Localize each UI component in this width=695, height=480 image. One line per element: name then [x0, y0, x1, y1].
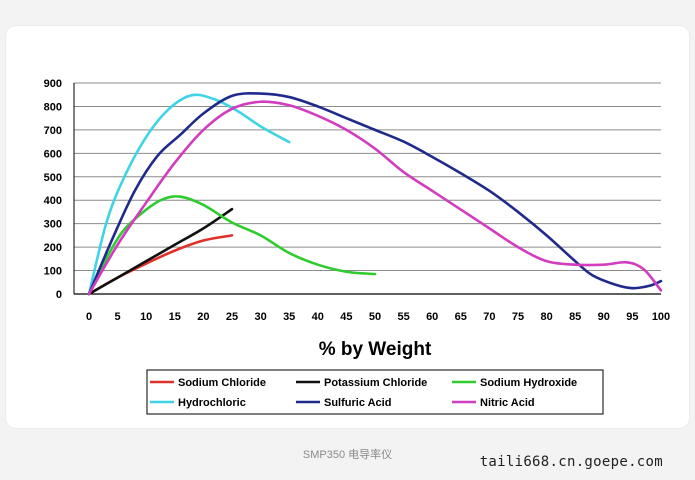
- legend-label-sulfuric-acid: Sulfuric Acid: [324, 397, 391, 409]
- x-tick-label: 10: [140, 311, 152, 323]
- x-tick-label: 25: [226, 311, 238, 323]
- x-tick-label: 45: [340, 311, 352, 323]
- x-tick-label: 55: [397, 311, 409, 323]
- x-tick-label: 30: [254, 311, 266, 323]
- legend-label-sodium-chloride: Sodium Chloride: [178, 377, 266, 389]
- x-tick-label: 5: [115, 311, 121, 323]
- series-line-sulfuric-acid: [87, 92, 663, 296]
- y-tick-label: 200: [44, 242, 62, 254]
- legend-label-nitric-acid: Nitric Acid: [480, 397, 535, 409]
- legend-label-sodium-hydroxide: Sodium Hydroxide: [480, 377, 577, 389]
- series-layer: [87, 92, 663, 296]
- x-tick-label: 35: [283, 311, 295, 323]
- axes: 0 100 200 300 400 500 600 700 800 900 0 5 10 15 20 25 30…: [44, 78, 671, 323]
- x-tick-label: 40: [312, 311, 324, 323]
- y-tick-label: 100: [44, 266, 62, 278]
- series-line-hydrochloric: [87, 93, 291, 296]
- x-tick-label: 85: [569, 311, 581, 323]
- x-tick-label: 80: [540, 311, 552, 323]
- x-tick-label: 60: [426, 311, 438, 323]
- watermark: taili668.cn.goepe.com: [479, 454, 663, 470]
- series-line-sodium-hydroxide: [87, 195, 377, 296]
- y-tick-label: 800: [44, 101, 62, 113]
- x-tick-label: 15: [169, 311, 181, 323]
- legend-label-hydrochloric: Hydrochloric: [178, 397, 246, 409]
- chart-card: [6, 26, 689, 428]
- x-tick-label: 65: [455, 311, 467, 323]
- series-line-nitric-acid: [87, 100, 663, 296]
- x-tick-label: 50: [369, 311, 381, 323]
- x-tick-label: 70: [483, 311, 495, 323]
- x-tick-label: 100: [652, 311, 670, 323]
- y-tick-label: 400: [44, 195, 62, 207]
- x-tick-label: 75: [512, 311, 524, 323]
- y-tick-label: 500: [44, 172, 62, 184]
- y-tick-label: 700: [44, 125, 62, 137]
- series-line-potassium-chloride: [87, 207, 234, 296]
- x-tick-label: 95: [626, 311, 638, 323]
- legend-box: [146, 369, 604, 415]
- y-tick-label: 300: [44, 219, 62, 231]
- y-tick-label: 600: [44, 148, 62, 160]
- x-tick-label: 90: [598, 311, 610, 323]
- legend: Sodium Chloride Potassium Chloride Sodium …: [146, 369, 604, 415]
- x-tick-label: 0: [86, 311, 92, 323]
- x-tick-label: 20: [197, 311, 209, 323]
- figure-caption: SMP350 电导率仪: [302, 449, 393, 461]
- y-tick-label: 900: [44, 78, 62, 90]
- y-tick-label: 0: [56, 289, 62, 301]
- legend-label-potassium-chloride: Potassium Chloride: [324, 377, 427, 389]
- x-axis-label: % by Weight: [319, 339, 432, 360]
